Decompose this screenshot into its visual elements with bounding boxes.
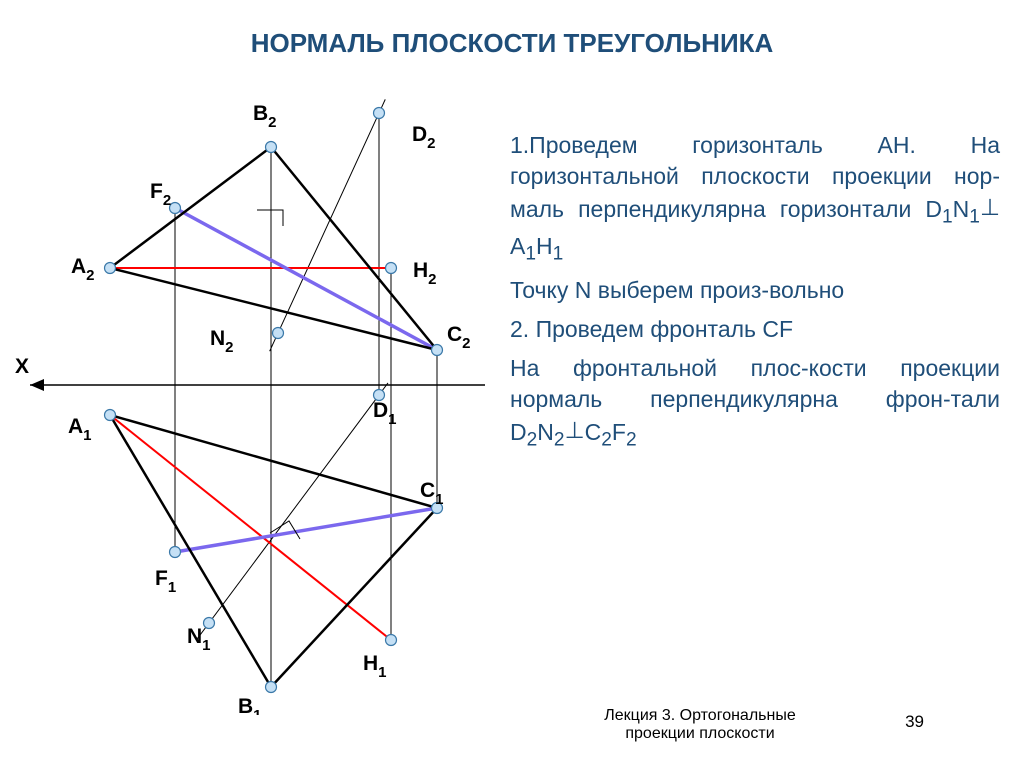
paragraph-4: На фронтальной плос-кости проекции норма… bbox=[510, 353, 1000, 454]
p1-d1: 1 bbox=[942, 207, 953, 228]
diagram-container: XA2B2C2D2F2H2N2A1B1C1D1F1H1N1 bbox=[15, 85, 495, 715]
svg-text:D2: D2 bbox=[412, 123, 436, 152]
svg-text:F1: F1 bbox=[155, 567, 176, 596]
paragraph-2: Точку N выберем произ-вольно bbox=[510, 275, 1000, 306]
p4-d2: 2 bbox=[527, 430, 538, 451]
p4-c: C bbox=[585, 419, 602, 445]
p1-a1: 1 bbox=[525, 243, 536, 264]
p1-h1: 1 bbox=[553, 243, 564, 264]
svg-text:C2: C2 bbox=[447, 323, 471, 352]
diagram-svg: XA2B2C2D2F2H2N2A1B1C1D1F1H1N1 bbox=[15, 85, 495, 715]
text-content: 1.Проведем горизонталь АН. На горизонтал… bbox=[510, 130, 1000, 462]
svg-text:H1: H1 bbox=[363, 652, 387, 681]
paragraph-1: 1.Проведем горизонталь АН. На горизонтал… bbox=[510, 130, 1000, 267]
p1-n1: 1 bbox=[969, 207, 980, 228]
svg-text:B2: B2 bbox=[253, 102, 277, 131]
p1-a: A bbox=[510, 233, 525, 259]
p4-f: F bbox=[612, 419, 626, 445]
svg-text:A2: A2 bbox=[71, 255, 95, 284]
footer-lecture: Лекция 3. Ортогональные проекции плоскос… bbox=[570, 707, 830, 743]
footer-page: 39 bbox=[905, 712, 924, 732]
p4-f2: 2 bbox=[626, 430, 637, 451]
svg-text:H2: H2 bbox=[413, 259, 437, 288]
svg-text:N1: N1 bbox=[187, 625, 211, 654]
p1-n: N bbox=[953, 196, 970, 222]
svg-text:D1: D1 bbox=[373, 399, 397, 428]
p4-n2: 2 bbox=[554, 430, 565, 451]
paragraph-3: 2. Проведем фронталь СF bbox=[510, 314, 1000, 345]
p4-perp: ⊥ bbox=[565, 417, 585, 443]
p4-n: N bbox=[537, 419, 554, 445]
svg-text:N2: N2 bbox=[210, 327, 234, 356]
p1-perp: ⊥ bbox=[980, 194, 1000, 220]
svg-text:X: X bbox=[15, 355, 29, 378]
svg-text:F2: F2 bbox=[150, 180, 171, 209]
p1-h: H bbox=[536, 233, 553, 259]
p4-c2: 2 bbox=[601, 430, 612, 451]
p1-text: 1.Проведем горизонталь АН. На горизонтал… bbox=[510, 132, 1000, 222]
svg-text:B1: B1 bbox=[238, 695, 262, 715]
slide-title: НОРМАЛЬ ПЛОСКОСТИ ТРЕУГОЛЬНИКА bbox=[0, 28, 1024, 59]
svg-text:A1: A1 bbox=[68, 415, 92, 444]
